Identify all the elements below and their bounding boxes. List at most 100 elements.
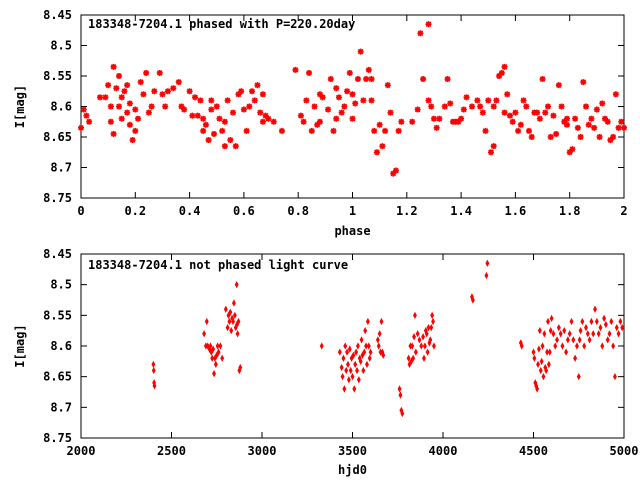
phased-data-point xyxy=(197,97,204,104)
phased-data-point xyxy=(316,118,323,125)
unphased-data-point xyxy=(227,317,232,326)
phased-data-point xyxy=(487,149,494,156)
unphased-light-curve-panel: 2000 2500 3000 3500 4000 4500 5000 8.45 8.5 8.55 8… xyxy=(13,247,638,477)
phased-data-point xyxy=(477,103,484,110)
phased-data-point xyxy=(238,88,245,95)
unphased-y-tick-label: 8.6 xyxy=(50,339,72,353)
unphased-data-point xyxy=(600,342,605,350)
unphased-data-point xyxy=(353,360,358,369)
phased-data-point xyxy=(593,106,600,113)
phased-data-point xyxy=(216,115,223,122)
phased-data-point xyxy=(118,94,125,101)
unphased-data-point xyxy=(591,330,596,338)
phased-data-point xyxy=(458,115,465,122)
unphased-data-point xyxy=(611,342,616,350)
phased-x-tick-label: 0.8 xyxy=(287,204,309,218)
phased-data-point xyxy=(208,106,215,113)
unphased-data-point xyxy=(352,385,357,393)
phased-data-point xyxy=(447,100,454,107)
unphased-data-point xyxy=(616,330,621,338)
phased-data-point xyxy=(384,82,391,89)
unphased-data-point xyxy=(598,323,603,332)
phased-data-point xyxy=(249,88,256,95)
phased-data-point xyxy=(80,106,87,113)
phased-data-point xyxy=(132,106,139,113)
phased-data-point xyxy=(181,106,188,113)
phased-data-point xyxy=(553,130,560,137)
phased-data-point xyxy=(463,94,470,101)
phased-data-point xyxy=(615,124,622,131)
unphased-data-point xyxy=(431,317,435,326)
unphased-y-tick-label: 8.5 xyxy=(50,278,72,292)
unphased-data-point xyxy=(354,348,359,356)
unphased-data-point xyxy=(342,385,347,393)
unphased-data-point xyxy=(339,363,344,372)
unphased-data-point xyxy=(151,360,156,369)
unphased-data-point xyxy=(422,342,427,350)
phased-data-point xyxy=(265,115,272,122)
phased-data-point xyxy=(200,115,207,122)
phased-data-point xyxy=(306,69,313,76)
phased-data-point xyxy=(582,103,589,110)
unphased-data-point xyxy=(470,296,475,304)
phased-data-point xyxy=(414,106,421,113)
phased-data-point xyxy=(86,118,93,125)
phased-data-point xyxy=(227,137,234,144)
unphased-data-point xyxy=(348,366,353,375)
phased-data-point xyxy=(221,118,228,125)
unphased-data-point xyxy=(397,385,402,393)
phased-data-point xyxy=(561,118,568,125)
phased-data-point xyxy=(325,106,332,113)
phased-data-point xyxy=(97,94,104,101)
unphased-data-point xyxy=(358,357,363,365)
phased-data-point xyxy=(126,100,133,107)
unphased-data-point xyxy=(422,354,426,362)
unphased-data-point xyxy=(341,354,346,362)
unphased-data-point xyxy=(202,330,207,338)
unphased-data-point xyxy=(379,317,384,326)
phased-data-point xyxy=(436,115,443,122)
unphased-data-point xyxy=(211,345,216,353)
phased-x-tick-label: 0.4 xyxy=(179,204,201,218)
phased-x-tick-label: 2 xyxy=(620,204,627,218)
phased-data-point xyxy=(213,103,220,110)
phased-data-point xyxy=(509,118,516,125)
unphased-x-tick-label: 2500 xyxy=(157,444,186,458)
unphased-y-tick-label: 8.75 xyxy=(43,431,72,445)
phased-data-point xyxy=(300,118,307,125)
unphased-data-point xyxy=(558,330,563,338)
phased-data-point xyxy=(124,82,131,89)
unphased-data-point xyxy=(556,323,561,332)
phased-data-point xyxy=(368,76,375,83)
phased-data-point xyxy=(78,124,84,131)
phased-data-point xyxy=(534,109,541,116)
phased-data-point xyxy=(574,124,581,131)
unphased-data-point xyxy=(417,336,422,344)
unphased-data-point xyxy=(235,330,240,338)
phased-data-point xyxy=(230,109,237,116)
phased-data-point xyxy=(425,21,432,28)
unphased-data-point xyxy=(546,317,550,326)
phased-data-point xyxy=(428,103,435,110)
unphased-data-point xyxy=(343,342,348,350)
unphased-x-tick-label: 5000 xyxy=(610,444,639,458)
unphased-data-point xyxy=(400,409,405,418)
unphased-data-point xyxy=(344,366,349,375)
unphased-data-point xyxy=(381,351,386,359)
phased-data-point xyxy=(200,127,207,134)
phased-data-point xyxy=(159,91,166,98)
unphased-data-point xyxy=(412,333,416,341)
phased-data-point xyxy=(363,76,370,83)
unphased-y-tick-label: 8.45 xyxy=(43,247,72,261)
phased-data-point xyxy=(536,115,543,122)
unphased-data-point xyxy=(375,336,380,344)
phased-data-point xyxy=(126,121,133,128)
phased-x-tick-label: 1.4 xyxy=(450,204,472,218)
phased-data-point xyxy=(129,137,136,144)
unphased-data-point xyxy=(547,348,552,356)
phased-data-point xyxy=(382,127,389,134)
phased-data-point xyxy=(525,127,532,134)
unphased-data-point xyxy=(589,317,594,326)
unphased-data-point xyxy=(424,330,429,338)
